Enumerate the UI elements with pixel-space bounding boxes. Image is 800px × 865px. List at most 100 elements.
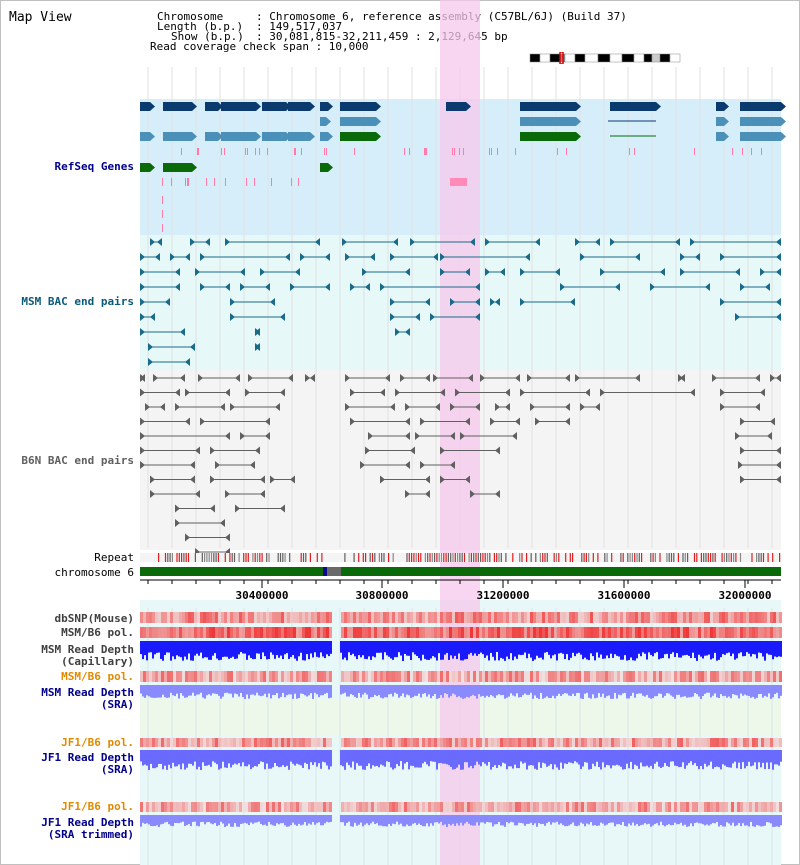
jf1-pol-heat [329, 738, 332, 747]
dbsnp-heat [572, 612, 575, 623]
msm-depth-sra-bar [548, 685, 550, 698]
dbsnp-heat [773, 612, 776, 623]
jf1-depth-sra-bar [466, 750, 468, 763]
jf1-pol-heat [353, 738, 356, 747]
jf1-depth-sra-bar [362, 750, 364, 770]
msm-pol-heat [149, 627, 152, 638]
jf1-depth-sra-bar [776, 750, 778, 765]
jf1-pol-heat [146, 738, 149, 747]
msm-depth-capillary-bar [344, 641, 346, 658]
jf1-pol-heat [239, 738, 242, 747]
dbsnp-heat [476, 612, 479, 623]
msm-pol-heat [689, 627, 692, 638]
jf1-pol-heat [761, 738, 764, 747]
jf1-depth-sra-bar [420, 750, 422, 768]
jf1-pol2-heat [578, 802, 581, 812]
jf1-depth-sra-bar [152, 750, 154, 769]
jf1-depth-trim-bar [208, 815, 210, 823]
msm-depth-sra-bar [554, 685, 556, 699]
msm-pol2-heat [302, 671, 305, 682]
msm-pol2-heat [260, 671, 263, 682]
jf1-pol2-heat [767, 802, 770, 812]
jf1-depth-trim-bar [306, 815, 308, 826]
msm-pol2-heat [518, 671, 521, 682]
msm-bac-pair-end [610, 238, 615, 246]
refseq-gene [140, 102, 150, 111]
b6n-bac-pair-end [210, 446, 215, 455]
msm-depth-sra-bar [772, 685, 774, 698]
msm-depth-sra-bar [468, 685, 470, 698]
jf1-pol2-heat [266, 802, 269, 812]
repeat-mark [597, 553, 599, 562]
refseq-mark [214, 178, 215, 186]
msm-depth-sra-bar [360, 685, 362, 698]
msm-pol-heat [566, 627, 569, 638]
repeat-mark [417, 553, 420, 562]
jf1-pol2-heat [632, 802, 635, 812]
jf1-depth-trim-bar [716, 815, 718, 823]
jf1-pol-heat [143, 738, 146, 747]
repeat-mark [634, 553, 636, 562]
jf1-pol2-heat [650, 802, 653, 812]
jf1-depth-trim-bar [664, 815, 666, 827]
msm-depth-sra-bar [294, 685, 296, 694]
jf1-depth-trim-bar [732, 815, 734, 823]
jf1-depth-sra-bar [554, 750, 556, 765]
jf1-pol-heat [236, 738, 239, 747]
msm-pol2-heat [614, 671, 617, 682]
msm-bac-pair-end [475, 298, 480, 306]
msm-pol2-heat [314, 671, 317, 682]
msm-depth-sra-bar [140, 685, 142, 694]
msm-pol2-heat [650, 671, 653, 682]
repeat-mark [208, 553, 210, 562]
repeat-mark [641, 553, 643, 562]
msm-pol-heat [758, 627, 761, 638]
msm-bac-pair-end [140, 283, 145, 291]
dbsnp-heat [284, 612, 287, 623]
msm-pol2-heat [620, 671, 623, 682]
b6n-bac-pair-end [175, 403, 180, 411]
refseq-gene-arrow [781, 102, 786, 111]
jf1-depth-sra-bar [256, 750, 258, 767]
dbsnp-heat [524, 612, 527, 623]
jf1-depth-sra-bar [544, 750, 546, 764]
msm-depth-sra-bar [664, 685, 666, 696]
jf1-depth-sra-bar [364, 750, 366, 770]
jf1-depth-trim-bar [214, 815, 216, 823]
msm-depth-sra-bar [278, 685, 280, 699]
jf1-pol-heat [743, 738, 746, 747]
jf1-pol-heat [524, 738, 527, 747]
b6n-bac-pair-end [345, 403, 350, 411]
msm-pol-heat [665, 627, 668, 638]
jf1-pol2-heat [194, 802, 197, 812]
repeat-mark [415, 553, 417, 562]
msm-depth-sra-bar [456, 685, 458, 698]
msm-pol2-heat [479, 671, 482, 682]
jf1-pol-heat [191, 738, 194, 747]
jf1-depth-trim-bar [458, 815, 460, 826]
jf1-pol2-heat [398, 802, 401, 812]
msm-pol2-heat [209, 671, 212, 682]
msm-depth-capillary-bar [288, 641, 290, 659]
msm-pol-heat [725, 627, 728, 638]
msm-depth-capillary-bar [666, 641, 668, 654]
msm-pol2-heat [443, 671, 446, 682]
chromosome-ideogram[interactable] [528, 52, 682, 64]
dbsnp-heat [614, 612, 617, 623]
msm-depth-sra-bar [730, 685, 732, 699]
ideogram-band [669, 53, 681, 63]
b6n-bac-pair-end [350, 388, 355, 397]
jf1-depth-trim-bar [510, 815, 512, 822]
jf1-depth-trim-bar [536, 815, 538, 827]
msm-bac-pair-end [430, 313, 435, 321]
msm-pol2-heat [737, 671, 740, 682]
jf1-pol2-heat [458, 802, 461, 812]
msm-depth-sra-bar [402, 685, 404, 694]
msm-depth-sra-bar [356, 685, 358, 698]
msm-depth-capillary-bar [322, 641, 324, 657]
dbsnp-heat [446, 612, 449, 623]
msm-depth-capillary-bar [218, 641, 220, 661]
jf1-pol-heat [209, 738, 212, 747]
b6n-bac-pair-end [270, 475, 275, 484]
